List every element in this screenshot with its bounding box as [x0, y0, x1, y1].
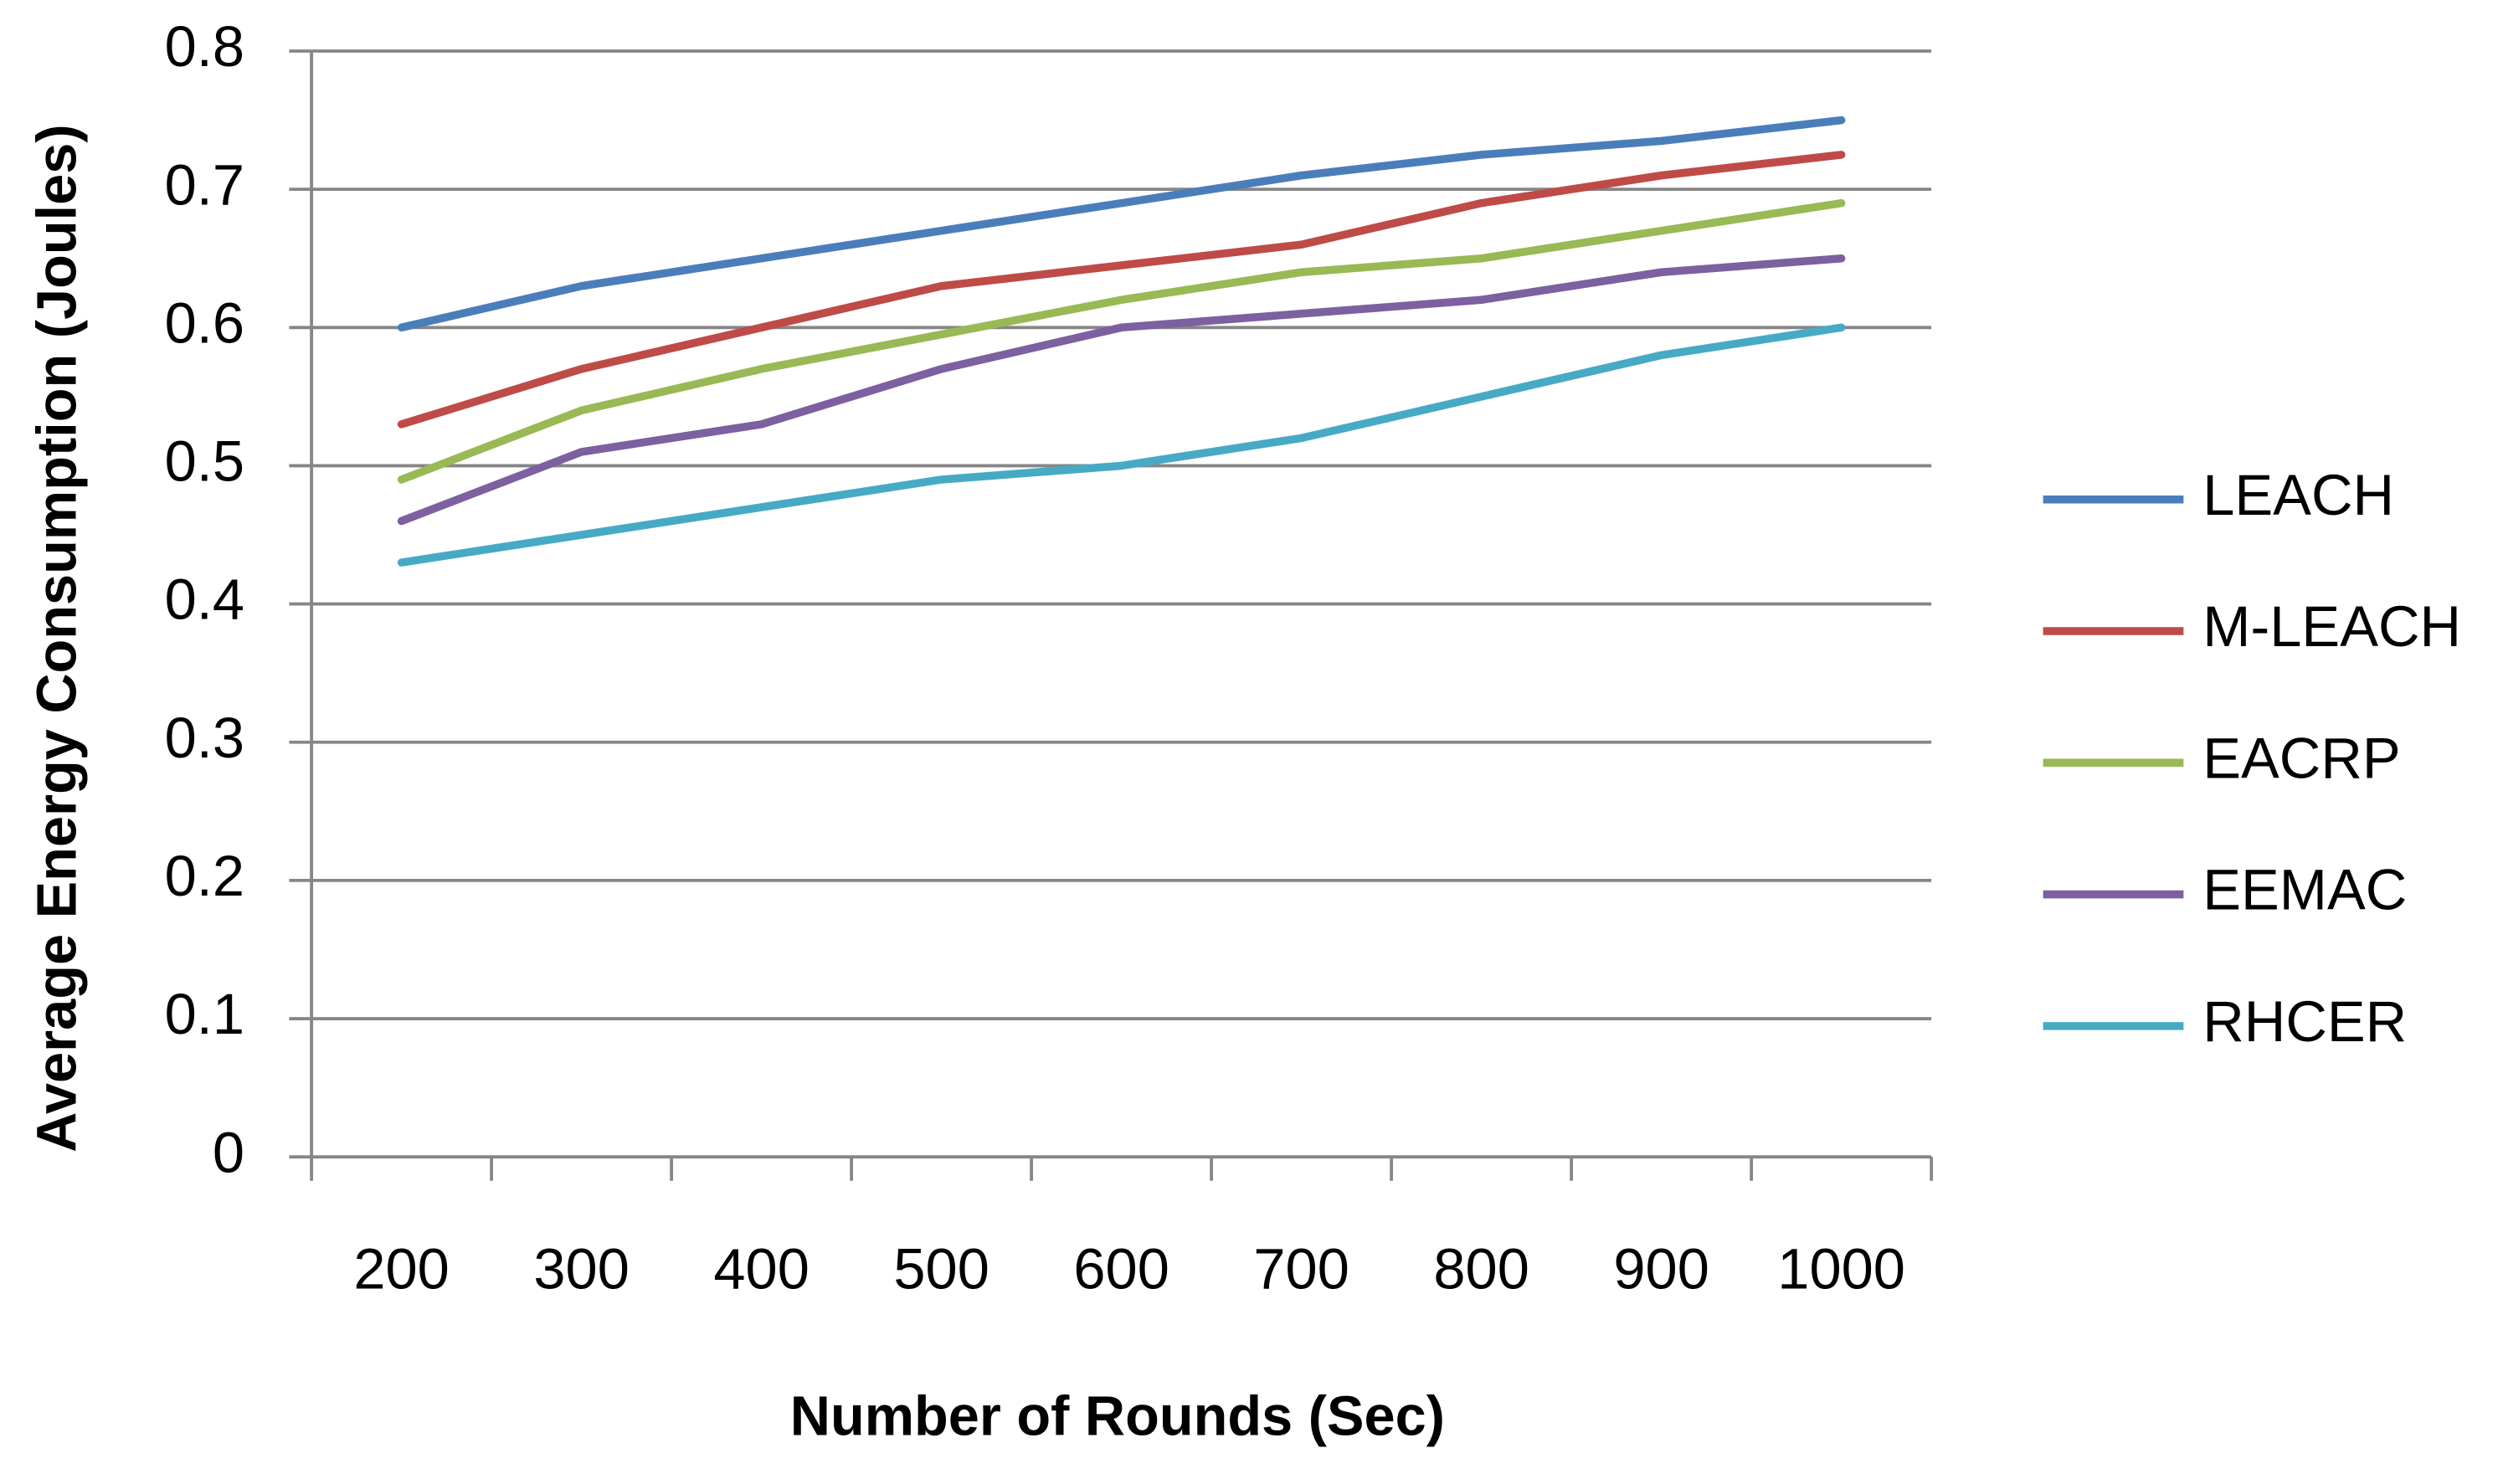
x-tick-label: 200	[353, 1236, 450, 1301]
y-tick-label: 0.3	[165, 706, 244, 770]
series-line	[397, 151, 1846, 429]
legend-label: EEMAC	[2202, 858, 2407, 922]
y-tick-label: 0.8	[165, 14, 244, 79]
y-tick-label: 0.7	[165, 152, 244, 217]
x-tick-label: 500	[893, 1236, 989, 1301]
legend-label: RHCER	[2202, 989, 2407, 1054]
legend-label: M-LEACH	[2202, 594, 2461, 659]
y-tick-label: 0.5	[165, 429, 244, 494]
y-tick-label: 0	[213, 1120, 244, 1184]
series-line	[397, 254, 1846, 526]
x-tick-label: 600	[1073, 1236, 1169, 1301]
series-line	[397, 198, 1846, 484]
x-tick-label: 700	[1253, 1236, 1349, 1301]
y-tick-label: 0.2	[165, 844, 244, 908]
x-tick-label: 900	[1613, 1236, 1709, 1301]
x-axis-title: Number of Rounds (Sec)	[790, 1385, 1445, 1447]
y-tick-label: 0.1	[165, 982, 244, 1046]
legend-label: EACRP	[2202, 726, 2400, 790]
y-tick-label: 0.6	[165, 290, 244, 355]
series-line	[397, 116, 1846, 332]
series-line	[397, 323, 1846, 567]
x-tick-label: 800	[1433, 1236, 1529, 1301]
x-tick-label: 300	[533, 1236, 630, 1301]
y-tick-label: 0.4	[165, 567, 244, 632]
x-tick-label: 1000	[1777, 1236, 1905, 1301]
y-axis-title: Average Energy Consumption (Joules)	[26, 124, 88, 1152]
legend-label: LEACH	[2202, 463, 2394, 527]
x-tick-label: 400	[713, 1236, 809, 1301]
